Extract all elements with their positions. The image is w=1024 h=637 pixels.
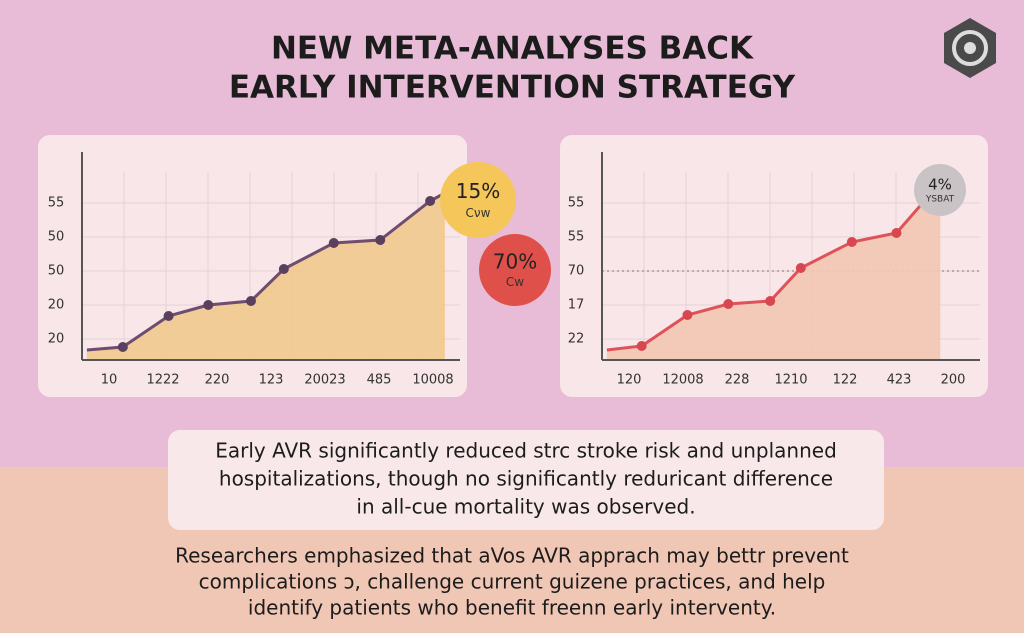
summary-text: Early AVR significantly reduced strc str… <box>215 439 837 463</box>
y-tick-label: 70 <box>568 264 585 279</box>
x-tick-label: 485 <box>367 373 392 388</box>
y-tick-label: 20 <box>48 298 65 313</box>
note-text: Researchers emphasized that aVos AVR app… <box>175 544 849 568</box>
summary-text: in all-cue mortality was observed. <box>356 495 695 519</box>
badge-value: 70% <box>493 249 537 273</box>
line <box>86 191 446 352</box>
badge-value: 4% <box>928 175 952 193</box>
marker <box>846 237 857 247</box>
x-tick-label: 10008 <box>412 373 453 388</box>
marker <box>765 296 776 306</box>
badge-label: Cνw <box>466 206 491 220</box>
badge <box>914 164 966 216</box>
y-tick-label: 55 <box>568 230 585 245</box>
marker <box>245 296 256 306</box>
line <box>606 182 942 352</box>
marker <box>203 300 214 310</box>
x-tick-label: 122 <box>833 373 858 388</box>
marker <box>375 235 386 245</box>
badge <box>479 234 551 306</box>
y-tick-label: 50 <box>48 230 65 245</box>
marker <box>723 299 734 309</box>
marker <box>328 238 339 248</box>
badge-value: 15% <box>456 179 500 203</box>
marker <box>117 342 128 352</box>
marker <box>163 311 174 321</box>
summary-text: hospitalizations, though no significantl… <box>219 467 833 491</box>
x-tick-label: 220 <box>205 373 230 388</box>
note-text: complications ɔ, challenge current guize… <box>199 570 826 594</box>
marker <box>278 264 289 274</box>
title: EARLY INTERVENTION STRATEGY <box>229 70 796 106</box>
y-tick-label: 20 <box>48 332 65 347</box>
x-tick-label: 12008 <box>662 373 703 388</box>
title: NEW META-ANALYSES BACK <box>271 31 754 67</box>
badge <box>440 162 516 238</box>
x-tick-label: 228 <box>725 373 750 388</box>
marker <box>795 263 806 273</box>
area <box>86 193 445 360</box>
x-tick-label: 120 <box>617 373 642 388</box>
x-tick-label: 200 <box>941 373 966 388</box>
marker <box>891 228 902 238</box>
marker <box>636 341 647 351</box>
marker <box>682 310 693 320</box>
x-tick-label: 1222 <box>146 373 179 388</box>
marker <box>425 196 436 206</box>
logo <box>944 18 996 78</box>
y-tick-label: 22 <box>568 332 585 347</box>
y-tick-label: 55 <box>568 196 585 211</box>
x-tick-label: 10 <box>101 373 118 388</box>
badge-label: YSBAT <box>925 195 955 205</box>
summary-box <box>168 430 884 530</box>
y-tick-label: 50 <box>48 264 65 279</box>
y-tick-label: 17 <box>568 298 585 313</box>
x-tick-label: 20023 <box>304 373 345 388</box>
badge-label: Cw <box>506 275 524 289</box>
x-tick-label: 1210 <box>774 373 807 388</box>
x-tick-label: 423 <box>887 373 912 388</box>
y-tick-label: 55 <box>48 196 65 211</box>
x-tick-label: 123 <box>259 373 284 388</box>
note-text: identify patients who benefit freenn ear… <box>248 596 776 620</box>
